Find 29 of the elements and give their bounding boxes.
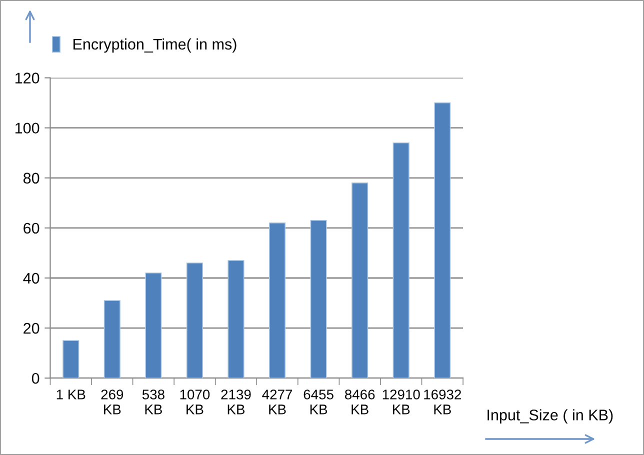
bar: [228, 260, 244, 378]
x-axis-title: Input_Size ( in KB): [488, 409, 613, 424]
x-tick-label: 538 KB: [142, 390, 164, 414]
bar: [434, 102, 451, 378]
bar: [269, 222, 286, 378]
x-tick-label: 1 KB: [56, 390, 86, 400]
y-tick-label: 80: [23, 172, 40, 184]
bar: [104, 300, 120, 378]
y-tick-label: 60: [24, 222, 40, 234]
bar: [62, 340, 80, 378]
x-tick-label: 2139 KB: [221, 390, 251, 414]
y-tick-label: 120: [15, 72, 40, 84]
bar: [310, 220, 327, 378]
bar: [186, 262, 203, 378]
bar: [352, 182, 368, 378]
y-tick-label: 100: [15, 122, 40, 134]
y-tick-label: 40: [23, 272, 40, 284]
x-tick-label: 269 KB: [101, 390, 124, 414]
x-tick-label: 4277 KB: [262, 390, 292, 414]
x-tick-label: 16932 KB: [424, 390, 462, 414]
bar: [145, 272, 162, 378]
bar: [392, 142, 410, 378]
y-tick-label: 20: [24, 322, 40, 334]
x-tick-label: 6455 KB: [304, 390, 334, 414]
legend-label: Encryption_Time( in ms): [74, 38, 236, 53]
x-tick-label: 12910 KB: [382, 390, 420, 414]
x-tick-label: 1070 KB: [180, 390, 210, 414]
x-tick-label: 8466 KB: [344, 390, 375, 414]
y-tick-label: 0: [32, 372, 40, 384]
